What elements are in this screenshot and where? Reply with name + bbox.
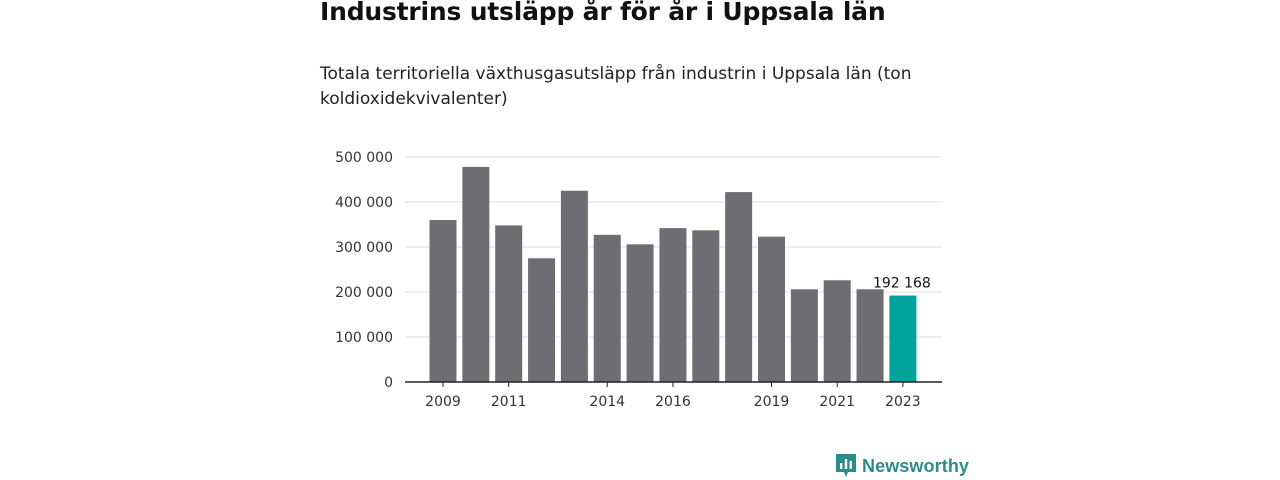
bar [758,236,785,382]
y-tick-label: 500 000 [335,150,393,166]
x-tick-label: 2019 [754,394,790,410]
y-tick-label: 200 000 [335,285,393,301]
x-tick-label: 2021 [819,394,855,410]
bar-highlight [889,295,917,382]
chart-title: Industrins utsläpp år för år i Uppsala l… [320,0,886,26]
y-tick-label: 100 000 [335,330,393,346]
bar [495,225,523,382]
bar [790,289,818,382]
brand-name: Newsworthy [862,455,970,476]
bar [528,258,556,382]
x-tick-label: 2009 [425,394,461,410]
bar [593,234,621,382]
bar [823,280,851,382]
x-tick-label: 2023 [885,394,921,410]
bar [725,192,753,382]
y-tick-label: 400 000 [335,195,393,211]
x-axis: 2009 2011 2014 2016 2019 2021 2023 [405,381,942,410]
bar [462,166,490,382]
x-tick-label: 2014 [589,394,625,410]
data-label-2023: 192 168 [873,276,931,292]
bar [560,190,588,382]
y-tick-label: 0 [384,375,393,391]
data-labels: 192 168 [873,276,931,292]
bar [626,244,654,382]
newsworthy-brand: Newsworthy [836,454,969,478]
bar [856,289,884,382]
chart-logo-icon [836,454,856,477]
bar [429,220,457,382]
y-axis-ticks: 0 100 000 200 000 300 000 400 000 500 000 [335,150,393,391]
y-tick-label: 300 000 [335,240,393,256]
chart-subtitle: Totala territoriella växthusgasutsläpp f… [320,64,912,109]
bar [659,228,687,382]
bar [692,230,720,382]
x-tick-label: 2016 [655,394,691,410]
x-tick-label: 2011 [491,394,527,410]
bars [429,166,917,382]
